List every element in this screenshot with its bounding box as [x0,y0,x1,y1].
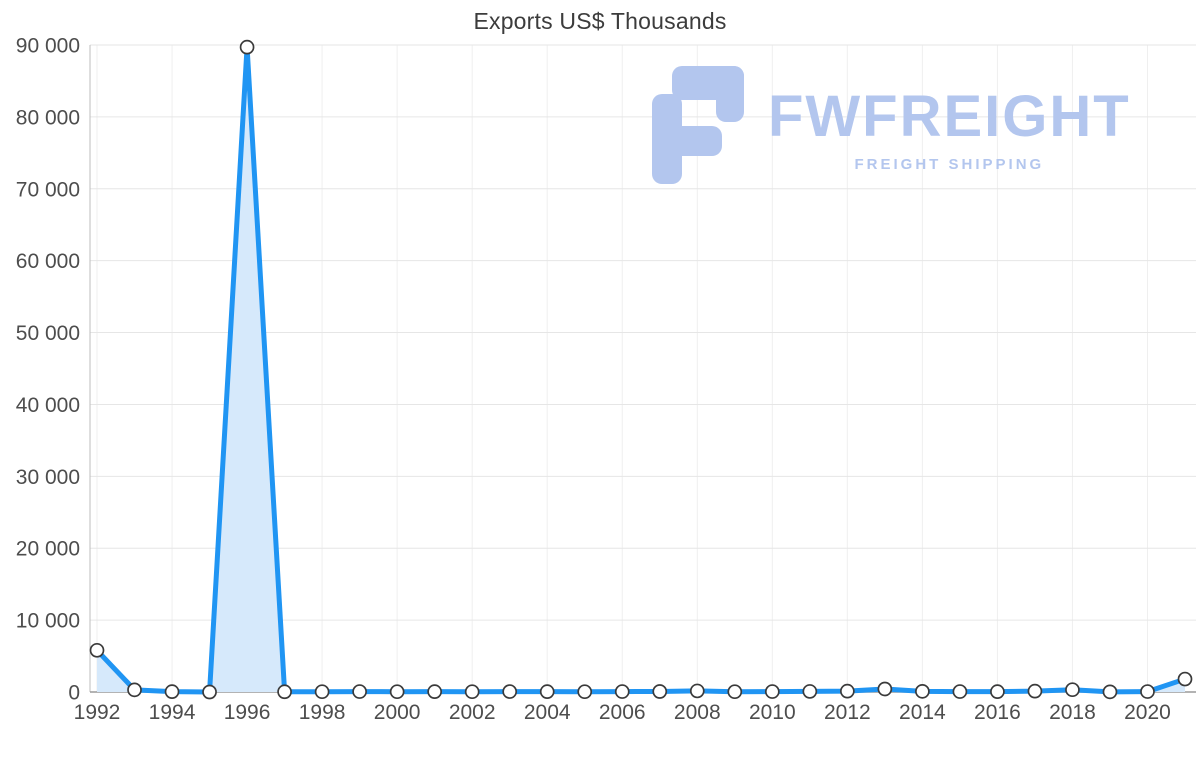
x-tick-label: 2020 [1124,701,1171,724]
data-point [464,684,480,700]
data-point [1102,684,1118,700]
chart-title: Exports US$ Thousands [473,8,727,34]
data-point [277,684,292,700]
data-point [802,684,818,699]
data-point [1177,671,1193,687]
series-area [97,47,1185,692]
data-point [89,642,105,658]
data-point [727,684,743,700]
x-tick-label: 2004 [524,701,571,724]
x-tick-label: 1992 [74,701,121,724]
data-point [1140,684,1155,699]
x-tick-label: 2010 [749,701,796,724]
y-tick-label: 40 000 [16,394,80,417]
x-tick-label: 2014 [899,701,946,724]
data-point [427,684,443,699]
x-tick-label: 1996 [224,701,271,724]
data-point [652,684,668,699]
data-point [877,681,893,697]
y-tick-label: 30 000 [16,466,80,489]
data-point [502,684,518,699]
data-point [239,39,255,55]
y-tick-label: 90 000 [16,35,80,58]
data-point [127,682,142,698]
data-point [352,684,367,699]
x-tick-label: 1998 [299,701,346,724]
data-point [202,684,217,700]
x-tick-label: 2006 [599,701,646,724]
y-tick-label: 70 000 [16,178,80,201]
data-point [839,683,855,699]
data-point [990,684,1005,699]
data-point [539,684,555,699]
y-tick-label: 60 000 [16,250,80,273]
x-tick-label: 2002 [449,701,496,724]
data-point [1065,682,1080,698]
data-point [915,684,930,699]
x-tick-label: 2000 [374,701,421,724]
x-tick-label: 2018 [1049,701,1096,724]
data-point [764,684,780,699]
data-point [164,684,180,699]
data-point [389,684,405,700]
y-tick-label: 10 000 [16,610,80,633]
x-tick-label: 1994 [149,701,196,724]
y-tick-label: 50 000 [16,322,80,345]
data-point [314,684,330,700]
y-tick-label: 80 000 [16,106,80,129]
data-point [614,684,630,699]
x-tick-label: 2012 [824,701,871,724]
data-point [689,683,705,699]
data-point [577,684,593,700]
data-point [1027,683,1043,699]
y-tick-label: 0 [68,682,80,705]
y-tick-label: 20 000 [16,538,80,561]
x-tick-label: 2016 [974,701,1021,724]
data-point [952,684,968,699]
x-tick-label: 2008 [674,701,721,724]
